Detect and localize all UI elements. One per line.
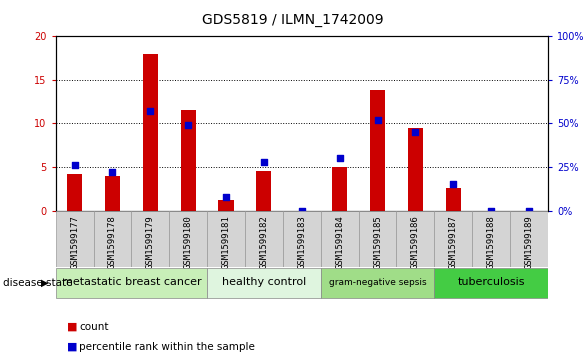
Point [297, 208, 306, 213]
Text: GSM1599178: GSM1599178 [108, 215, 117, 269]
FancyBboxPatch shape [472, 211, 510, 267]
Point [335, 155, 345, 161]
FancyBboxPatch shape [321, 269, 434, 298]
Text: count: count [79, 322, 108, 332]
Bar [370, 90, 385, 211]
Text: healthy control: healthy control [222, 277, 306, 287]
Text: GSM1599182: GSM1599182 [260, 215, 268, 269]
Text: GSM1599184: GSM1599184 [335, 215, 344, 269]
FancyBboxPatch shape [510, 211, 548, 267]
Bar [256, 171, 271, 211]
Point [146, 108, 155, 114]
FancyBboxPatch shape [434, 269, 548, 298]
FancyBboxPatch shape [283, 211, 321, 267]
Point [448, 182, 458, 187]
Point [524, 208, 534, 213]
Text: GSM1599185: GSM1599185 [373, 215, 382, 269]
Text: GDS5819 / ILMN_1742009: GDS5819 / ILMN_1742009 [202, 13, 384, 27]
Point [486, 208, 496, 213]
FancyBboxPatch shape [56, 269, 207, 298]
Point [373, 117, 382, 123]
Text: gram-negative sepsis: gram-negative sepsis [329, 278, 427, 287]
Bar [332, 167, 347, 211]
Text: metastatic breast cancer: metastatic breast cancer [62, 277, 201, 287]
Text: ■: ■ [67, 322, 78, 332]
Point [259, 159, 268, 165]
Text: ▶: ▶ [41, 278, 49, 288]
Point [183, 122, 193, 128]
Text: GSM1599186: GSM1599186 [411, 215, 420, 269]
Text: GSM1599177: GSM1599177 [70, 215, 79, 269]
Text: ■: ■ [67, 342, 78, 352]
FancyBboxPatch shape [169, 211, 207, 267]
FancyBboxPatch shape [131, 211, 169, 267]
FancyBboxPatch shape [397, 211, 434, 267]
Bar [408, 128, 423, 211]
FancyBboxPatch shape [207, 269, 321, 298]
Text: GSM1599189: GSM1599189 [524, 215, 533, 269]
Text: GSM1599180: GSM1599180 [183, 215, 193, 269]
FancyBboxPatch shape [434, 211, 472, 267]
FancyBboxPatch shape [207, 211, 245, 267]
FancyBboxPatch shape [359, 211, 397, 267]
Bar [67, 174, 82, 211]
FancyBboxPatch shape [94, 211, 131, 267]
Bar [446, 188, 461, 211]
Point [222, 194, 231, 200]
FancyBboxPatch shape [245, 211, 283, 267]
FancyBboxPatch shape [321, 211, 359, 267]
Bar [219, 200, 234, 211]
Text: disease state: disease state [3, 278, 73, 288]
Point [108, 169, 117, 175]
Bar [180, 110, 196, 211]
Text: GSM1599188: GSM1599188 [486, 215, 496, 269]
Text: GSM1599187: GSM1599187 [449, 215, 458, 269]
Point [411, 129, 420, 135]
Bar [143, 54, 158, 211]
Text: tuberculosis: tuberculosis [457, 277, 525, 287]
Bar [105, 176, 120, 211]
Text: percentile rank within the sample: percentile rank within the sample [79, 342, 255, 352]
FancyBboxPatch shape [56, 211, 94, 267]
Text: GSM1599183: GSM1599183 [297, 215, 306, 269]
Text: GSM1599181: GSM1599181 [222, 215, 230, 269]
Text: GSM1599179: GSM1599179 [146, 215, 155, 269]
Point [70, 162, 79, 168]
